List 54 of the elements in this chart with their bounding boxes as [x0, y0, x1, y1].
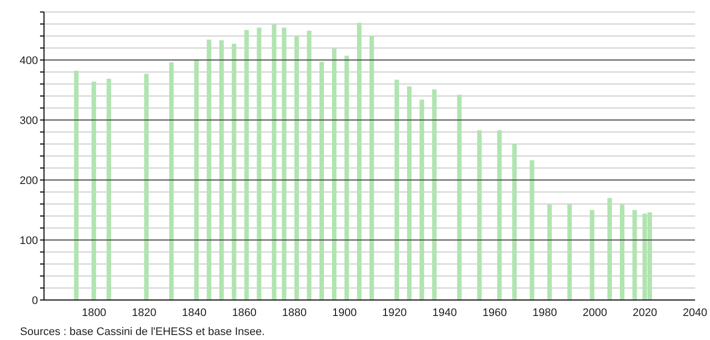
- bar: [282, 28, 286, 300]
- bar: [206, 40, 212, 300]
- bar: [332, 48, 336, 300]
- bar: [74, 70, 79, 300]
- bar: [620, 204, 624, 300]
- bar: [420, 100, 424, 300]
- bar: [547, 204, 552, 300]
- x-tick-label: 1920: [382, 306, 407, 319]
- bar: [344, 56, 349, 300]
- bar: [530, 160, 534, 300]
- bar: [92, 82, 96, 300]
- bar: [432, 89, 437, 300]
- bar: [512, 144, 517, 300]
- bar: [370, 36, 374, 300]
- x-tick-label: 2000: [582, 306, 608, 319]
- x-tick-label: 1980: [532, 306, 558, 319]
- y-tick-label: 400: [20, 54, 38, 67]
- bar: [194, 60, 199, 300]
- source-note: Sources : base Cassini de l'EHESS et base Insee.: [20, 326, 266, 338]
- bar: [356, 22, 362, 300]
- x-tick-label: 2040: [682, 306, 708, 319]
- bar: [169, 62, 174, 300]
- bar: [272, 24, 276, 300]
- bar: [244, 30, 249, 300]
- bar: [219, 40, 224, 300]
- bar: [497, 130, 502, 300]
- bar: [306, 30, 312, 300]
- x-tick-label: 1840: [182, 306, 206, 319]
- bar: [567, 204, 572, 300]
- y-tick-label: 300: [20, 114, 38, 127]
- y-tick-label: 0: [32, 294, 38, 307]
- bar: [106, 78, 112, 300]
- x-tick-label: 1880: [282, 306, 307, 319]
- bar: [607, 198, 612, 300]
- bar: [144, 74, 149, 300]
- y-tick-label: 200: [20, 174, 38, 187]
- bar: [632, 210, 637, 300]
- bar: [457, 94, 462, 300]
- bar: [407, 86, 412, 300]
- bar: [294, 36, 299, 300]
- x-tick-label: 1900: [332, 306, 357, 319]
- bar: [232, 44, 236, 300]
- x-tick-label: 1940: [432, 306, 457, 319]
- bar: [256, 28, 262, 300]
- bar: [477, 130, 482, 300]
- x-tick-label: 1860: [232, 306, 257, 319]
- bar: [394, 80, 400, 300]
- x-tick-label: 1800: [82, 306, 106, 319]
- x-tick-label: 2020: [632, 306, 658, 319]
- x-tick-label: 1820: [132, 306, 156, 319]
- y-tick-label: 100: [20, 234, 38, 247]
- x-tick-label: 1960: [482, 306, 507, 319]
- bar: [590, 210, 594, 300]
- bar: [319, 62, 324, 300]
